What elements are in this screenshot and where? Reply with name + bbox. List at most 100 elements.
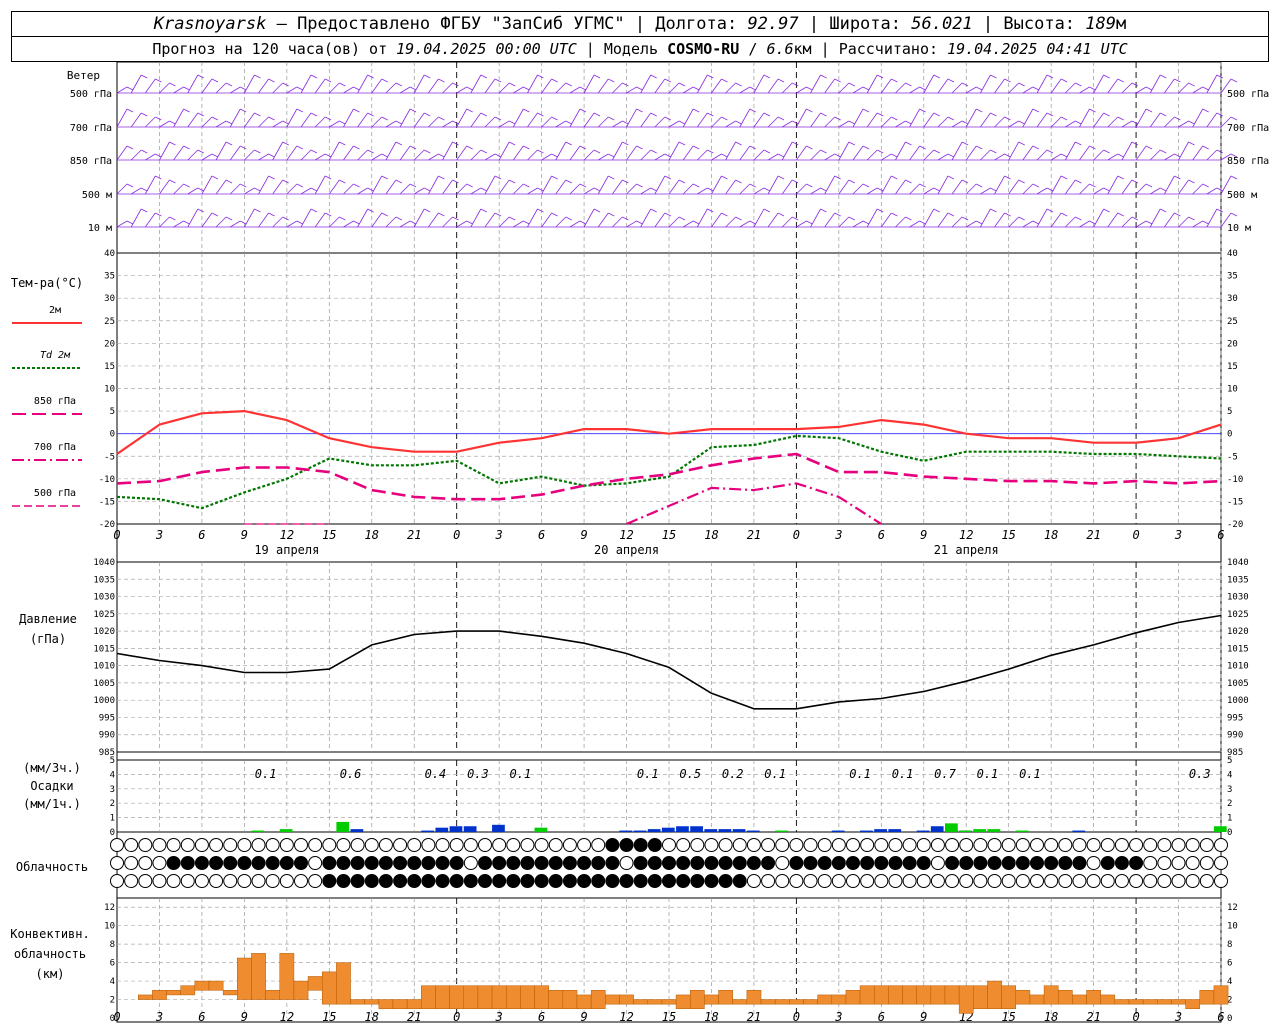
cloud-cover-symbol	[548, 874, 563, 888]
wind-barb	[781, 216, 793, 228]
wind-barb	[286, 145, 298, 161]
precip-3h-label: 0.1	[1019, 767, 1041, 781]
cloud-cover-symbol	[322, 838, 337, 852]
wind-barb-feather	[806, 145, 813, 150]
wind-barb	[541, 212, 552, 228]
model-resolution-unit: км	[793, 40, 812, 58]
cloud-cover-symbol	[180, 874, 195, 888]
wind-barb-feather	[1046, 149, 1054, 154]
cloud-cover-symbol	[308, 838, 323, 852]
conv-cloud-bar	[152, 990, 167, 1000]
cloud-cover-symbol	[647, 838, 662, 852]
wind-barb	[1149, 74, 1161, 94]
wind-barb-feather	[537, 112, 544, 117]
wind-barb-feather	[353, 86, 360, 91]
wind-barb-feather	[1117, 153, 1124, 158]
cloud-cover-symbol	[704, 874, 719, 888]
wind-barb-feather	[961, 216, 969, 221]
cloud-cover-symbol	[322, 874, 337, 888]
temp-hour-label: 0	[453, 528, 460, 542]
precip-bar-convective	[959, 830, 972, 832]
cloud-cover-symbol	[393, 874, 408, 888]
cloud-cover-symbol	[676, 856, 691, 870]
wind-barb	[810, 112, 821, 128]
wind-barb	[1008, 120, 1019, 128]
wind-barb-feather	[947, 116, 955, 121]
day-label: 19 апреля	[254, 543, 319, 557]
pressure-title: Давление	[19, 612, 77, 626]
cloud-cover-symbol	[506, 856, 521, 870]
wind-barb-feather	[1060, 153, 1068, 158]
wind-barb-feather	[990, 112, 997, 117]
wind-barb-feather	[608, 212, 615, 217]
wind-barb-feather	[862, 220, 870, 225]
latitude-value: 56.021	[911, 14, 973, 34]
wind-barb-feather	[848, 141, 856, 146]
wind-barb	[597, 78, 609, 94]
wind-barb-feather	[692, 220, 700, 225]
wind-barb-feather	[1188, 120, 1195, 125]
wind-barb	[966, 220, 977, 228]
wind-barb-feather	[848, 179, 856, 184]
wind-barb	[201, 212, 213, 228]
longitude-value: 92.97	[747, 14, 799, 34]
wind-barb	[866, 149, 878, 161]
wind-barb-feather	[155, 175, 162, 180]
wind-barb	[230, 86, 241, 94]
wind-barb-feather	[240, 145, 247, 150]
wind-barb-feather	[891, 116, 898, 121]
conv-cloud-bar	[704, 994, 719, 1005]
cloud-cover-symbol	[1072, 838, 1087, 852]
wind-barb	[923, 112, 935, 128]
wind-barb-feather	[891, 153, 898, 158]
wind-barb	[583, 112, 595, 128]
wind-barb-feather	[579, 145, 587, 150]
conv-cloud-bar	[916, 985, 932, 1005]
wind-barb	[1093, 112, 1104, 128]
wind-barb-feather	[933, 112, 940, 117]
temp-hour-label: 6	[1217, 528, 1224, 542]
wind-barb-feather	[806, 108, 813, 113]
cloud-cover-symbol	[846, 856, 860, 870]
pressure-ytick-right: 1010	[1227, 662, 1249, 672]
cloud-cover-symbol	[817, 838, 832, 852]
wind-barb	[328, 141, 340, 161]
cloud-cover-symbol	[520, 856, 535, 870]
wind-barb-feather	[650, 149, 657, 154]
wind-barb-feather	[919, 108, 926, 113]
wind-barb	[144, 175, 156, 195]
wind-barb-feather	[395, 216, 403, 221]
wind-barb-feather	[169, 141, 176, 146]
wind-barb-feather	[1060, 116, 1068, 121]
wind-barb	[1008, 141, 1020, 161]
cloud-cover-symbol	[166, 874, 181, 888]
wind-barb	[640, 112, 652, 128]
wind-barb-feather	[197, 74, 204, 79]
wind-barb-feather	[622, 141, 629, 146]
wind-barb-feather	[891, 175, 898, 180]
conv-cloud-bar	[350, 999, 365, 1005]
wind-barb-feather	[367, 187, 374, 192]
cloud-cover-symbol	[279, 856, 294, 870]
temp-hour-label: 0	[113, 528, 120, 542]
cloud-cover-symbol	[987, 838, 1002, 852]
wind-barb	[1178, 216, 1189, 228]
wind-barb	[767, 212, 779, 228]
wind-barb	[852, 220, 864, 228]
wind-barb-feather	[1075, 120, 1082, 125]
wind-barb	[880, 78, 892, 94]
wind-barb-feather	[1145, 220, 1153, 225]
wind-barb-feather	[211, 78, 219, 83]
wind-barb-feather	[692, 145, 700, 150]
wind-barb	[923, 208, 935, 228]
wind-barb	[513, 183, 524, 195]
wind-barb	[343, 86, 354, 94]
conv-cloud-bar	[321, 971, 337, 1005]
wind-barb	[626, 145, 637, 161]
wind-barb-feather	[1174, 78, 1181, 83]
wind-barb-feather	[254, 112, 261, 117]
wind-barb	[682, 183, 694, 195]
wind-barb	[781, 82, 793, 94]
cloud-cover-symbol	[294, 874, 308, 888]
precip-bar-large	[860, 830, 873, 832]
